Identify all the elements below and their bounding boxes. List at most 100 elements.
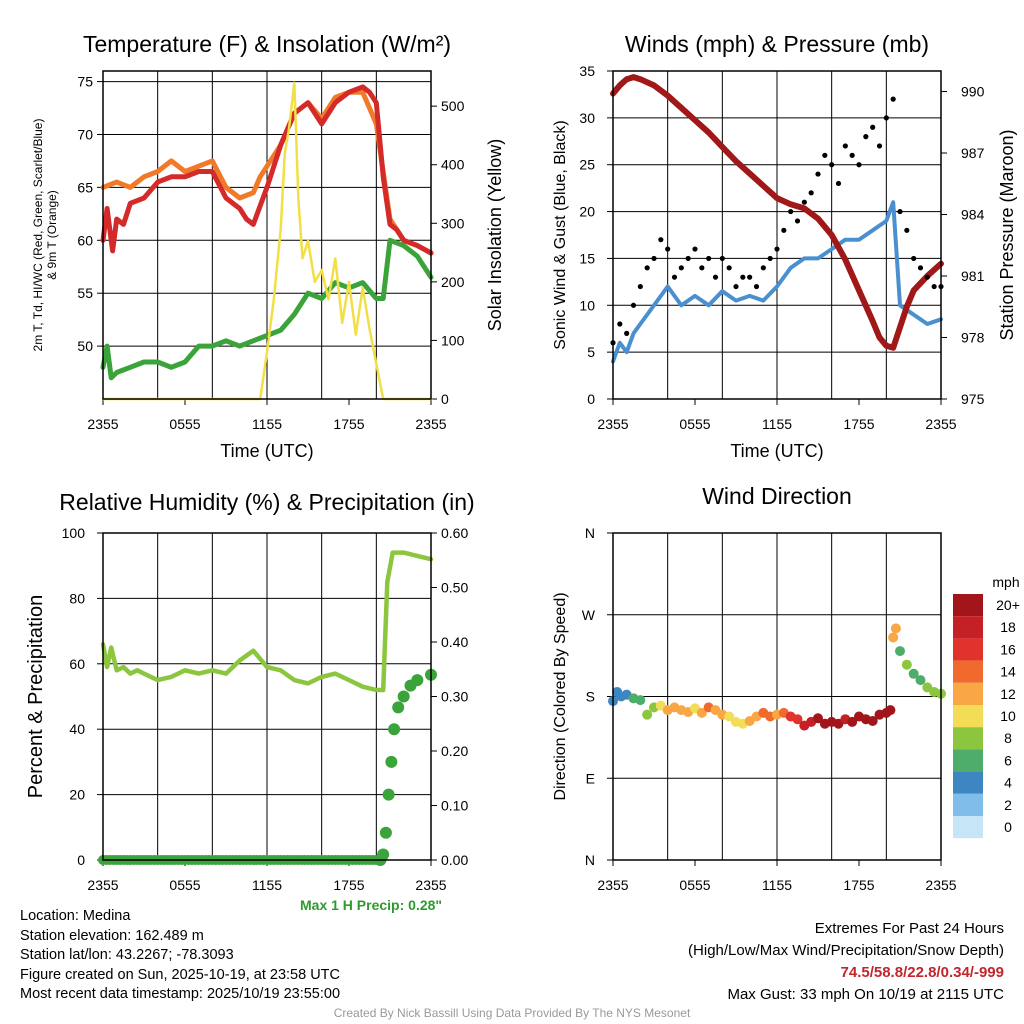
y-tick-label: N — [585, 852, 595, 868]
y-tick-label: 55 — [77, 285, 93, 301]
wind-title: Winds (mph) & Pressure (mb) — [625, 31, 929, 57]
x-tick-label: 1155 — [252, 416, 282, 432]
series-station-pressure — [610, 74, 944, 351]
y2-tick-label: 0.40 — [441, 634, 468, 650]
gust-point — [706, 255, 712, 262]
gust-point — [917, 265, 924, 271]
wind-direction-point — [642, 709, 653, 720]
gust-point — [856, 162, 862, 168]
y2-tick-label: 0.20 — [441, 743, 468, 759]
x-tick-label: 1755 — [333, 416, 364, 432]
y2-tick-label: 500 — [441, 98, 465, 114]
precip-point — [397, 690, 410, 703]
legend-label: 18 — [1000, 619, 1016, 635]
y2-tick-label: 200 — [441, 274, 465, 290]
created-text: Figure created on Sun, 2025-10-19, at 23… — [20, 966, 340, 983]
y2-tick-label: 0.10 — [441, 798, 468, 814]
wdir-ylabel-group: Direction (Colored By Speed) — [552, 592, 569, 800]
legend-swatch — [953, 682, 983, 705]
x-tick-label: 1755 — [333, 877, 364, 893]
temp-plot-frame — [102, 70, 432, 400]
gust-point — [699, 265, 705, 271]
wind-direction-point — [867, 716, 878, 727]
legend-label: 20+ — [996, 597, 1020, 613]
wind-direction-point — [847, 716, 858, 727]
y-tick-label: 25 — [579, 157, 595, 173]
precip-point — [411, 674, 424, 687]
wind-direction-point — [724, 711, 735, 722]
legend-swatch — [953, 727, 983, 750]
precip-point — [388, 723, 401, 736]
elevation-text: Station elevation: 162.489 m — [20, 927, 204, 944]
wind-direction-point — [895, 646, 905, 657]
temp-y2label-group: Solar Insolation (Yellow) — [485, 139, 505, 331]
gust-point — [685, 255, 691, 262]
series-sonic-wind — [611, 200, 943, 364]
y2-tick-label: 0.00 — [441, 852, 468, 868]
y2-tick-label: 300 — [441, 215, 465, 231]
y-tick-label: 100 — [62, 525, 86, 541]
precip-point — [385, 755, 398, 768]
x-tick-label: 0555 — [169, 416, 200, 432]
y2-tick-label: 0.50 — [441, 580, 468, 596]
y-tick-label: 10 — [579, 297, 595, 313]
gust-point — [876, 143, 883, 149]
legend-label: 14 — [1000, 664, 1016, 680]
legend-label: 6 — [1004, 752, 1012, 768]
legend-swatch — [953, 793, 983, 816]
gust-point — [904, 227, 910, 233]
wind-direction-point — [885, 705, 896, 716]
extremes-title: Extremes For Past 24 Hours — [814, 920, 1004, 937]
legend-label: 2 — [1004, 797, 1012, 813]
precip-point — [392, 701, 405, 714]
legend-swatch — [953, 638, 983, 661]
y-tick-label: 60 — [69, 656, 85, 672]
wind-direction-point — [915, 675, 926, 686]
y2-tick-label: 0 — [441, 391, 449, 407]
series-td — [100, 237, 434, 381]
wdir-plot-frame — [612, 532, 942, 861]
x-tick-label: 2355 — [925, 877, 956, 893]
max-gust-text: Max Gust: 33 mph On 10/19 at 2115 UTC — [727, 986, 1004, 1003]
y2-tick-label: 0.30 — [441, 689, 468, 705]
legend-swatch — [953, 749, 983, 772]
gust-point — [630, 302, 637, 308]
gust-point — [842, 143, 848, 149]
x-tick-label: 1755 — [843, 877, 874, 893]
gust-point — [624, 330, 630, 336]
gust-point — [897, 208, 903, 215]
wind-direction-point — [888, 632, 899, 643]
extremes-subtitle: (High/Low/Max Wind/Precipitation/Snow De… — [688, 942, 1004, 959]
y-tick-label: 0 — [77, 852, 85, 868]
gust-point — [890, 96, 896, 102]
latlon-text: Station lat/lon: 43.2267; -78.3093 — [20, 947, 234, 963]
wind-ylabel-group: Sonic Wind & Gust (Blue, Black) — [552, 120, 569, 349]
temp-title: Temperature (F) & Insolation (W/m²) — [83, 31, 451, 57]
gust-point — [719, 255, 725, 262]
gust-point — [781, 227, 787, 233]
x-tick-label: 0555 — [169, 877, 200, 893]
gust-point — [822, 152, 828, 158]
legend-label: 10 — [1000, 708, 1016, 724]
gust-point — [671, 274, 678, 280]
legend-swatch — [953, 660, 983, 683]
wind-ylabel: Sonic Wind & Gust (Blue, Black) — [552, 120, 569, 349]
wind-direction-point — [813, 713, 823, 724]
legend-swatch — [953, 816, 983, 839]
wind-direction-point — [890, 623, 901, 634]
y2-tick-label: 990 — [961, 84, 985, 100]
wind-direction-point — [908, 668, 919, 679]
y-tick-label: 80 — [69, 590, 85, 606]
gust-point — [692, 246, 698, 252]
gust-point — [753, 283, 760, 290]
x-tick-label: 1755 — [843, 416, 874, 432]
gust-point — [726, 265, 732, 271]
gust-point — [801, 199, 807, 205]
wdir-title: Wind Direction — [702, 483, 852, 509]
y-tick-label: 20 — [579, 204, 595, 220]
y2-tick-label: 987 — [961, 145, 985, 161]
wind-xlabel: Time (UTC) — [730, 441, 823, 461]
x-tick-label: 2355 — [415, 877, 446, 893]
temp-y2label: Solar Insolation (Yellow) — [485, 139, 505, 331]
x-tick-label: 0555 — [679, 877, 710, 893]
